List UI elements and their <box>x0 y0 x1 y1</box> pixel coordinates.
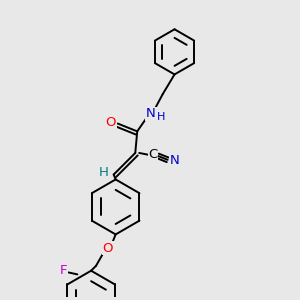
Text: H: H <box>99 166 109 179</box>
Text: F: F <box>60 264 68 277</box>
Text: N: N <box>170 154 179 167</box>
Text: C: C <box>148 148 158 161</box>
Text: O: O <box>103 242 113 255</box>
Text: H: H <box>157 112 165 122</box>
Text: N: N <box>146 107 156 120</box>
Text: O: O <box>106 116 116 129</box>
